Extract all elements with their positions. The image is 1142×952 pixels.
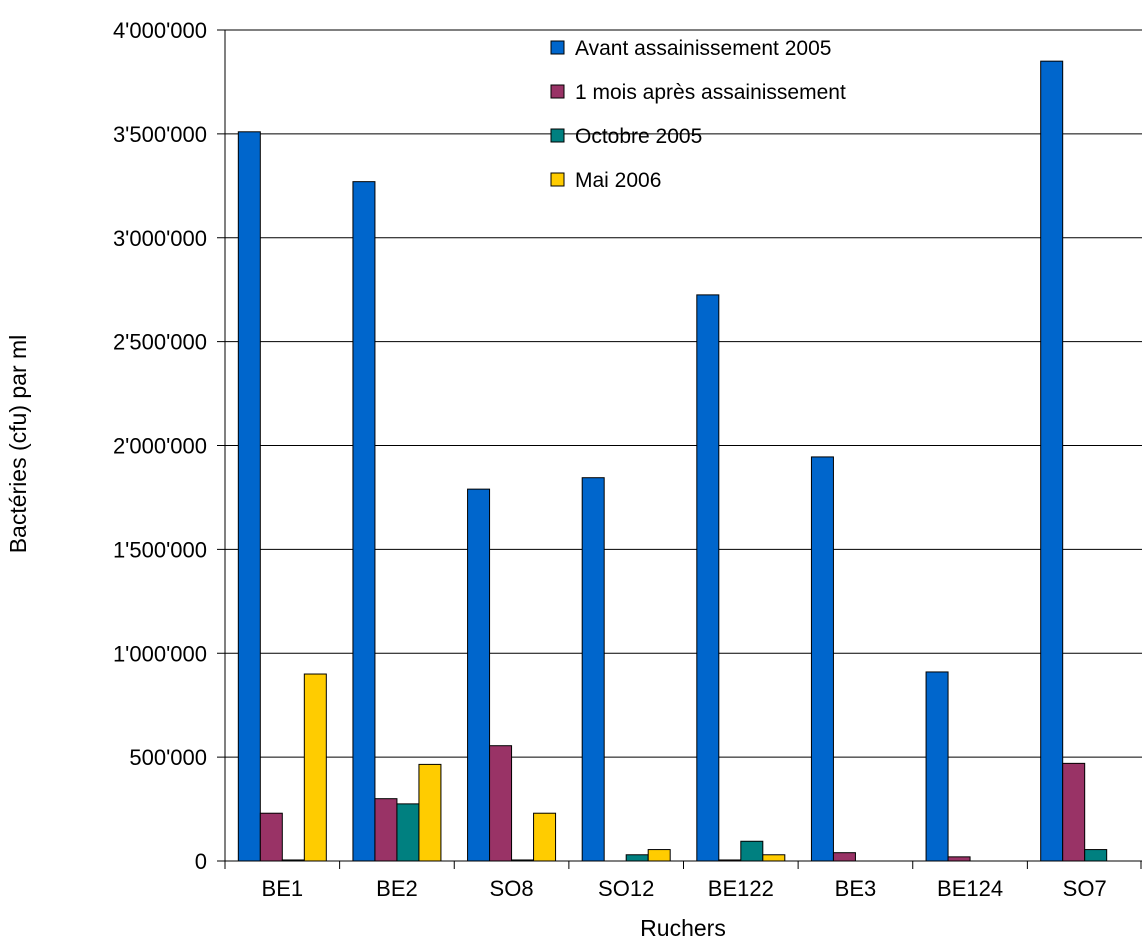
bar-so12-s3 [625,854,649,862]
bar-so7-s2 [1062,762,1086,862]
bars [237,60,1108,862]
bar-so7-s3 [1084,849,1108,862]
legend-swatch [550,172,565,187]
legend-swatch [550,128,565,143]
bar-be124-s1 [925,671,949,862]
bar-so12-s4 [647,849,671,862]
x-tick-label: BE122 [708,876,774,901]
bar-be2-s4 [418,763,442,862]
bar-be122-s4 [762,854,786,862]
bar-be3-s2 [832,852,856,862]
x-tick-label: BE2 [376,876,418,901]
x-tick-label: BE124 [937,876,1003,901]
bar-be2-s2 [374,798,398,862]
y-tick-label: 4'000'000 [113,18,207,43]
x-tick-label: SO7 [1063,876,1107,901]
bar-be1-s1 [237,131,261,862]
y-tick-label: 3'000'000 [113,226,207,251]
bar-be124-s2 [947,856,971,862]
y-tick-labels: 0 500'000 1'000'000 1'500'000 2'000'000 2'500… [113,18,207,874]
legend: Avant assainissement 2005 1 mois après as… [550,37,846,192]
gridlines [225,29,1142,758]
bar-so12-s1 [581,477,605,862]
legend-swatch [550,40,565,55]
legend-label: Mai 2006 [575,169,661,192]
bar-so8-s2 [489,745,513,862]
bar-be3-s1 [810,456,834,862]
bar-be2-s3 [396,803,420,862]
legend-label: Octobre 2005 [575,125,702,148]
legend-label: 1 mois après assainissement [575,81,846,104]
bar-so8-s4 [533,812,557,862]
y-axis-label: Bactéries (cfu) par ml [5,335,31,554]
y-tick-label: 3'500'000 [113,122,207,147]
bar-so7-s1 [1040,60,1064,862]
x-tick-label: SO8 [490,876,534,901]
x-tick-label: SO12 [598,876,654,901]
bar-be122-s1 [696,294,720,862]
bar-be1-s2 [259,812,283,862]
y-tick-label: 1'500'000 [113,537,207,562]
y-tick-label: 0 [195,849,207,874]
bar-be1-s4 [303,673,327,862]
axes [217,29,1142,869]
bar-be122-s3 [740,840,764,862]
legend-swatch [550,84,565,99]
y-tick-label: 500'000 [129,745,207,770]
legend-label: Avant assainissement 2005 [575,37,831,60]
x-tick-labels: BE1 BE2 SO8 SO12 BE122 BE3 BE124 SO7 [262,876,1107,901]
y-tick-label: 2'000'000 [113,434,207,459]
y-tick-label: 2'500'000 [113,330,207,355]
bar-be2-s1 [352,181,376,862]
x-tick-label: BE3 [835,876,877,901]
x-tick-label: BE1 [262,876,304,901]
x-axis-label: Ruchers [640,915,726,941]
y-tick-label: 1'000'000 [113,641,207,666]
bar-so8-s1 [467,488,491,862]
